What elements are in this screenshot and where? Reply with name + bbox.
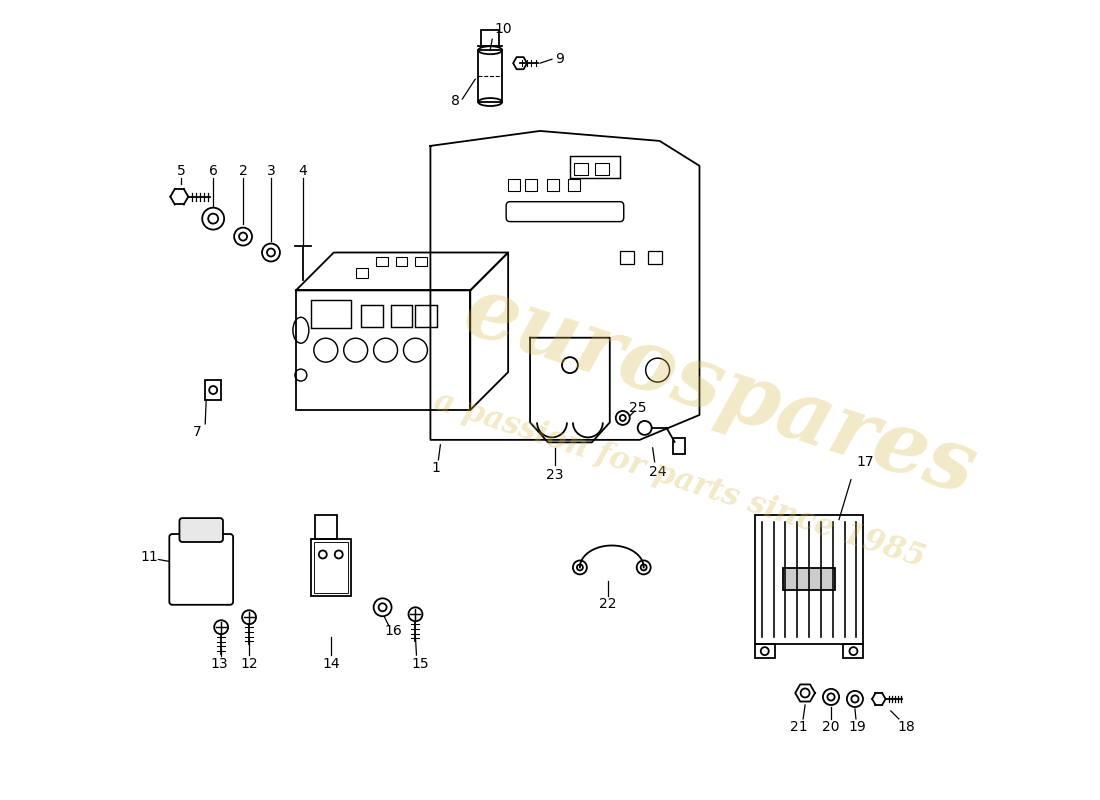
Text: eurospares: eurospares: [453, 268, 986, 512]
Bar: [574, 163, 587, 174]
Text: 23: 23: [547, 468, 563, 482]
Text: 7: 7: [192, 425, 201, 439]
Bar: [296, 290, 471, 410]
Text: 6: 6: [209, 164, 218, 178]
Text: 10: 10: [494, 22, 512, 36]
Text: 11: 11: [141, 550, 158, 565]
Text: 15: 15: [411, 657, 429, 671]
Bar: [525, 178, 537, 190]
Bar: [396, 257, 407, 266]
Bar: [482, 30, 499, 46]
Bar: [755, 514, 864, 644]
Text: 2: 2: [239, 164, 248, 178]
Text: 14: 14: [322, 657, 340, 671]
Bar: [844, 644, 864, 658]
Text: 1: 1: [431, 461, 440, 474]
FancyBboxPatch shape: [179, 518, 223, 542]
Bar: [595, 163, 608, 174]
Bar: [375, 257, 387, 266]
Bar: [355, 269, 367, 278]
Text: 3: 3: [266, 164, 275, 178]
Text: 5: 5: [177, 164, 186, 178]
Bar: [783, 569, 835, 590]
Text: 16: 16: [385, 624, 403, 638]
Text: 17: 17: [856, 454, 873, 469]
Text: 21: 21: [790, 720, 807, 734]
Text: 24: 24: [649, 465, 667, 478]
Text: 22: 22: [600, 598, 616, 611]
Bar: [311, 538, 351, 596]
Bar: [570, 156, 619, 178]
Bar: [619, 250, 634, 265]
Text: a passion for parts since 1985: a passion for parts since 1985: [430, 386, 928, 574]
Bar: [648, 250, 661, 265]
Text: 19: 19: [848, 720, 866, 734]
Bar: [478, 50, 503, 102]
Text: 25: 25: [629, 401, 647, 415]
Bar: [315, 514, 337, 538]
Bar: [206, 380, 221, 400]
Text: 20: 20: [823, 720, 839, 734]
Bar: [390, 306, 412, 327]
Bar: [314, 542, 348, 594]
Bar: [568, 178, 580, 190]
Bar: [311, 300, 351, 328]
Text: 4: 4: [298, 164, 307, 178]
Text: 12: 12: [240, 657, 257, 671]
Text: 8: 8: [451, 94, 460, 108]
Bar: [416, 257, 428, 266]
Bar: [547, 178, 559, 190]
Bar: [416, 306, 438, 327]
Text: 18: 18: [898, 720, 915, 734]
Bar: [755, 644, 774, 658]
Bar: [361, 306, 383, 327]
Bar: [672, 438, 684, 454]
Text: 13: 13: [210, 657, 228, 671]
Text: 9: 9: [556, 52, 564, 66]
Bar: [508, 178, 520, 190]
